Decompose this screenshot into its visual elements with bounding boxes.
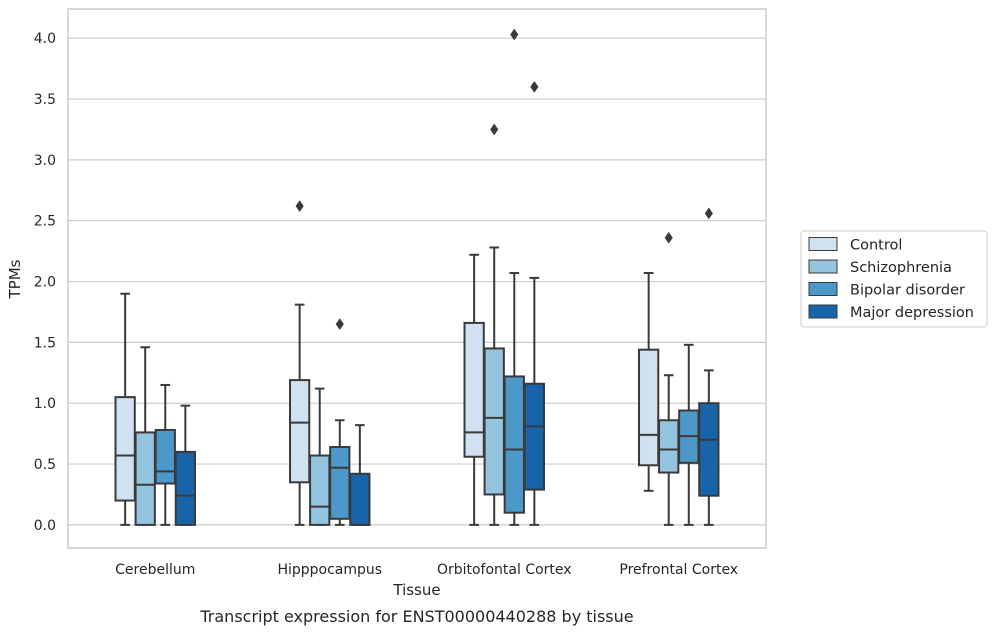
box-plot: [658, 231, 680, 526]
y-tick-label: 4.0: [34, 31, 56, 47]
x-tick-label: Prefrontal Cortex: [619, 562, 738, 578]
box-plot: [483, 123, 505, 526]
x-tick-labels: Cerebellum Hipppocampus Orbitofontal Corte…: [115, 562, 738, 578]
outlier-marker: [335, 318, 344, 331]
y-tick-label: 3.5: [34, 92, 56, 108]
box-plot: [289, 200, 311, 526]
plot-frame: [67, 8, 767, 549]
box-plot: [329, 318, 351, 526]
box-plot: [114, 292, 136, 526]
box-plot: [174, 404, 196, 526]
outlier-marker: [490, 123, 499, 136]
box-iqr: [658, 419, 680, 474]
y-tick-label: 2.0: [34, 275, 56, 291]
box-iqr: [463, 321, 485, 458]
box-plot: [523, 80, 545, 526]
box-iqr: [483, 347, 505, 496]
legend-label: Major depression: [850, 305, 974, 321]
legend-label: Bipolar disorder: [850, 283, 965, 299]
y-tick-label: 0.0: [34, 518, 56, 534]
outlier-marker: [664, 231, 673, 244]
outlier-marker: [295, 200, 304, 213]
box-iqr: [349, 472, 371, 526]
y-tick-label: 2.5: [34, 214, 56, 230]
outlier-marker: [530, 80, 539, 93]
outlier-marker: [510, 28, 519, 41]
box-iqr: [114, 396, 136, 502]
box-plot: [349, 424, 371, 526]
x-axis-label: Tissue: [392, 581, 440, 599]
box-plots: [114, 28, 720, 526]
y-tick-label: 3.0: [34, 153, 56, 169]
legend-swatch: [808, 282, 838, 296]
box-plot: [503, 28, 525, 526]
legend: Control Schizophrenia Bipolar disorder Majo…: [800, 230, 988, 328]
box-iqr: [523, 382, 545, 491]
legend-frame: [800, 230, 988, 328]
box-plot: [698, 207, 720, 526]
chart-caption: Transcript expression for ENST0000044028…: [199, 607, 633, 626]
box-plot: [309, 387, 331, 526]
y-tick-label: 1.5: [34, 335, 56, 351]
x-tick-label: Hipppocampus: [277, 562, 382, 578]
legend-swatch: [808, 237, 838, 251]
legend-label: Control: [850, 238, 902, 254]
box-iqr: [329, 446, 351, 520]
y-tick-label: 1.0: [34, 396, 56, 412]
y-tick-labels: 0.0 0.5 1.0 1.5 2.0 2.5 3.0 3.5 4.0: [34, 31, 56, 534]
box-plot: [134, 346, 156, 526]
x-tick-label: Cerebellum: [115, 562, 195, 578]
x-tick-label: Orbitofontal Cortex: [437, 562, 572, 578]
box-plot: [638, 272, 660, 492]
box-iqr: [134, 431, 156, 526]
box-plot: [463, 253, 485, 526]
box-iqr: [503, 375, 525, 514]
box-iqr: [289, 379, 311, 484]
legend-label: Schizophrenia: [850, 260, 952, 276]
legend-swatch: [808, 304, 838, 319]
box-iqr: [638, 348, 660, 467]
box-plot: [678, 343, 700, 526]
box-iqr: [154, 428, 176, 485]
y-axis-label: TPMs: [6, 259, 24, 299]
outlier-marker: [704, 207, 713, 220]
box-iqr: [698, 402, 720, 497]
box-plot: [154, 383, 176, 526]
y-tick-label: 0.5: [34, 457, 56, 473]
legend-swatch: [808, 259, 838, 274]
box-iqr: [174, 450, 196, 526]
box-iqr: [309, 454, 331, 526]
